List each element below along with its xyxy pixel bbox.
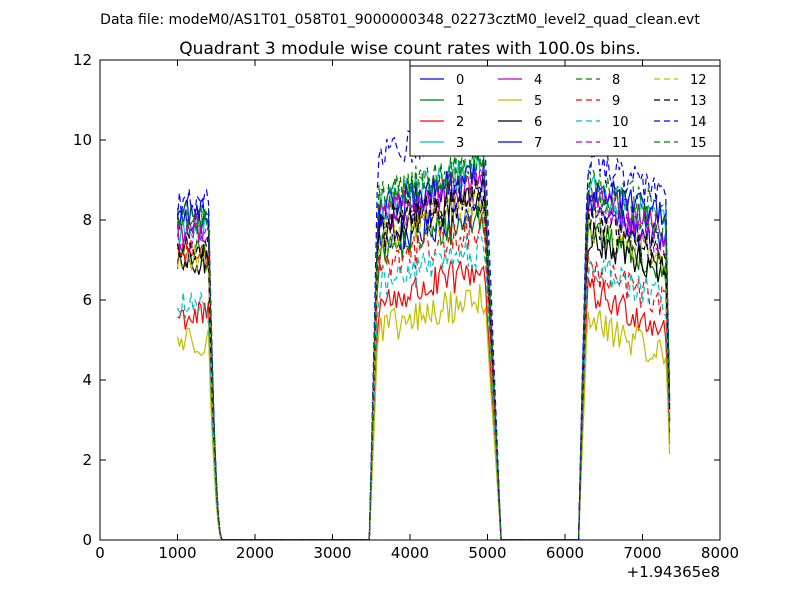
- legend-label-1: 1: [456, 94, 464, 109]
- series-line-13: [176, 172, 671, 540]
- series-layer: [176, 111, 671, 540]
- y-tick-label: 4: [82, 371, 92, 389]
- x-tick-label: 1000: [158, 544, 196, 562]
- legend-label-6: 6: [534, 115, 542, 130]
- x-tick-label: 5000: [468, 544, 506, 562]
- x-offset-label: +1.94365e8: [627, 563, 720, 581]
- x-tick-label: 8000: [701, 544, 739, 562]
- y-tick-label: 2: [82, 451, 92, 469]
- series-line-0: [176, 191, 671, 540]
- series-line-8: [176, 143, 671, 540]
- x-tick-label: 4000: [391, 544, 429, 562]
- legend-label-8: 8: [612, 73, 620, 88]
- series-line-11: [176, 167, 671, 540]
- y-tick-label: 6: [82, 291, 92, 309]
- x-axis: 0 1000 2000 3000 4000 5000 6000 7000 8000: [95, 60, 739, 562]
- series-line-7: [176, 158, 671, 540]
- legend-box: [409, 65, 721, 157]
- y-tick-label: 10: [73, 131, 92, 149]
- y-tick-label: 0: [82, 531, 92, 549]
- legend-label-13: 13: [690, 94, 707, 109]
- series-line-14: [176, 111, 671, 540]
- series-line-6: [177, 186, 671, 540]
- legend-label-7: 7: [534, 136, 542, 151]
- series-line-2: [177, 259, 671, 540]
- x-tick-label: 7000: [623, 544, 661, 562]
- series-line-9: [176, 208, 671, 540]
- y-tick-label: 12: [73, 51, 92, 69]
- legend-label-15: 15: [690, 136, 707, 151]
- legend-label-2: 2: [456, 115, 464, 130]
- legend-label-10: 10: [612, 115, 629, 130]
- series-line-1: [176, 205, 671, 540]
- series-line-12: [176, 182, 671, 540]
- legend-label-5: 5: [534, 94, 542, 109]
- x-tick-label: 3000: [313, 544, 351, 562]
- legend-label-14: 14: [690, 115, 707, 130]
- datafile-caption: Data file: modeM0/AS1T01_058T01_90000003…: [100, 12, 700, 28]
- x-tick-label: 0: [95, 544, 105, 562]
- legend-label-3: 3: [456, 136, 464, 151]
- x-tick-label: 2000: [236, 544, 274, 562]
- legend-label-4: 4: [534, 73, 542, 88]
- legend-label-0: 0: [456, 73, 464, 88]
- legend-label-12: 12: [690, 73, 707, 88]
- chart-title: Quadrant 3 module wise count rates with …: [179, 39, 640, 59]
- x-tick-label: 6000: [546, 544, 584, 562]
- y-tick-label: 8: [82, 211, 92, 229]
- series-line-15: [177, 148, 671, 540]
- legend-label-11: 11: [612, 136, 629, 151]
- series-line-5: [176, 283, 671, 540]
- legend-label-9: 9: [612, 94, 620, 109]
